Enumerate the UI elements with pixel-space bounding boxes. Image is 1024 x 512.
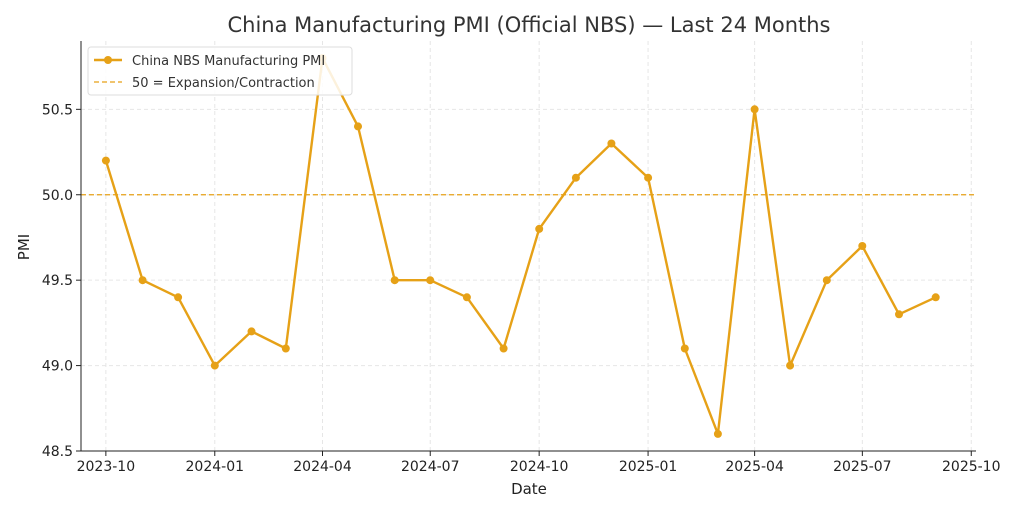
y-axis-label: PMI [15,234,33,260]
x-tick-label: 2025-07 [833,459,892,475]
data-point [499,344,508,353]
x-tick-label: 2024-04 [293,459,352,475]
legend: China NBS Manufacturing PMI 50 = Expansio… [87,46,353,96]
x-tick-label: 2024-01 [186,459,245,475]
x-tick-label: 2025-04 [725,459,784,475]
legend-box [87,46,353,96]
x-tick-label: 2024-10 [510,459,569,475]
x-tick-label: 2024-07 [401,459,460,475]
data-point [101,156,110,165]
y-tick-label: 50.0 [42,188,73,204]
data-point [390,276,399,285]
x-axis-label: Date [511,480,547,498]
data-point [786,361,795,370]
data-point [895,310,903,319]
y-tick-label: 49.0 [42,359,73,375]
y-tick-label: 48.5 [42,444,73,460]
data-point [281,344,290,353]
data-point [858,242,867,250]
data-point [462,293,471,302]
axes: 2023-10 2024-01 2024-04 2024-07 2024-10 2025-… [42,41,1001,475]
legend-reference-label: 50 = Expansion/Contraction [132,76,315,91]
grid [81,41,976,452]
series-line [104,56,937,436]
legend-series-label: China NBS Manufacturing PMI [132,54,325,69]
data-point [210,361,219,370]
data-point [680,344,689,353]
data-point [138,276,147,285]
data-point [174,293,183,302]
data-point [607,139,616,148]
data-point [713,429,722,438]
y-tick-label: 50.5 [42,102,73,118]
legend-series-marker [104,56,112,64]
data-point [247,327,256,336]
data-point [426,276,435,285]
x-tick-label: 2023-10 [77,459,136,475]
x-tick-label: 2025-10 [942,459,1001,475]
series-group [101,54,940,438]
y-tick-label: 49.5 [42,273,73,289]
data-point [931,293,940,302]
x-tick-label: 2025-01 [619,459,678,475]
data-point [822,276,831,285]
data-point [354,122,362,131]
chart-title: China Manufacturing PMI (Official NBS) —… [227,13,830,37]
data-point [571,173,580,182]
data-point [750,105,759,114]
data-point [644,173,653,182]
data-point [535,224,544,233]
